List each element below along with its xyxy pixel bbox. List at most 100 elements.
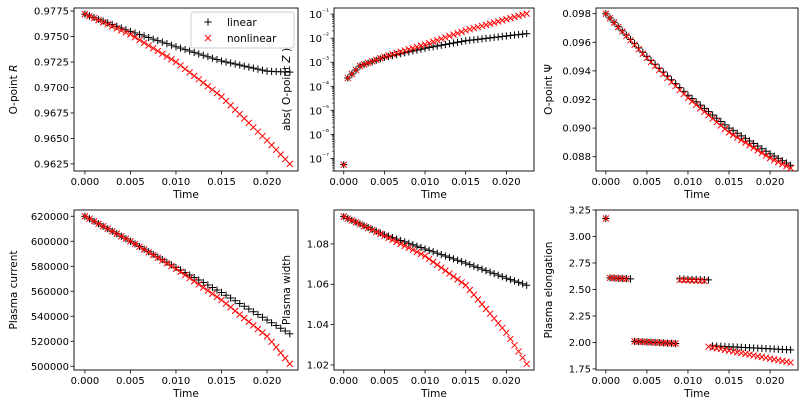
x-marker bbox=[154, 254, 162, 262]
x-marker bbox=[733, 134, 741, 141]
x-marker bbox=[442, 34, 449, 41]
x-marker bbox=[113, 25, 121, 32]
plus-marker bbox=[466, 260, 474, 269]
plus-marker bbox=[204, 53, 212, 61]
plus-marker bbox=[433, 249, 441, 257]
x-marker bbox=[368, 226, 376, 234]
x-marker bbox=[99, 18, 107, 26]
x-tick-label: 0.020 bbox=[253, 376, 282, 387]
plus-marker bbox=[639, 48, 647, 56]
x-marker bbox=[209, 86, 216, 94]
x-marker bbox=[122, 235, 130, 243]
y-tick-label: 560000 bbox=[31, 287, 69, 298]
x-marker bbox=[602, 215, 610, 222]
x-marker bbox=[409, 44, 417, 52]
x-marker bbox=[99, 222, 107, 230]
plus-marker bbox=[240, 62, 248, 70]
y-tick-label: 2.00 bbox=[569, 338, 591, 349]
x-marker bbox=[163, 53, 171, 60]
plus-marker bbox=[630, 40, 639, 48]
x-marker bbox=[86, 215, 93, 223]
plus-marker bbox=[437, 41, 445, 49]
x-marker bbox=[417, 250, 425, 258]
x-tick-label: 0.005 bbox=[633, 376, 662, 387]
y-tick-label: 0.9700 bbox=[34, 83, 69, 94]
x-marker bbox=[113, 230, 121, 238]
x-marker bbox=[511, 341, 518, 349]
x-marker bbox=[437, 264, 445, 272]
y-tick-label: 0.9725 bbox=[34, 57, 69, 68]
plus-marker bbox=[277, 324, 285, 332]
x-marker bbox=[478, 22, 486, 30]
series-nonlinear bbox=[81, 10, 294, 168]
y-tick-label: 600000 bbox=[31, 237, 69, 248]
x-marker bbox=[245, 318, 253, 326]
plus-marker bbox=[470, 262, 478, 270]
x-marker bbox=[104, 225, 112, 233]
plus-marker bbox=[405, 239, 413, 247]
plus-marker bbox=[441, 252, 449, 260]
y-tick-label: 10⁻⁶ bbox=[309, 127, 329, 141]
x-marker bbox=[240, 314, 248, 322]
x-marker bbox=[429, 258, 437, 266]
plus-marker bbox=[388, 51, 397, 60]
x-marker bbox=[177, 62, 184, 69]
y-axis-label: O-point R bbox=[8, 65, 20, 115]
x-marker bbox=[340, 213, 348, 221]
x-marker bbox=[511, 13, 518, 21]
x-tick-label: 0.000 bbox=[71, 177, 100, 188]
x-marker bbox=[181, 271, 189, 279]
x-marker bbox=[421, 252, 429, 260]
plus-marker bbox=[213, 55, 221, 64]
subplot-5: 0.000 0.005 0.010 0.015 0.020 1.02 1.04 1.06 1.0… bbox=[281, 209, 535, 400]
x-marker bbox=[158, 50, 166, 58]
x-marker bbox=[136, 36, 143, 44]
x-marker bbox=[437, 35, 445, 43]
x-marker bbox=[397, 48, 405, 56]
x-marker bbox=[458, 278, 465, 286]
x-marker bbox=[286, 360, 294, 368]
x-marker bbox=[490, 19, 498, 26]
plus-marker bbox=[643, 53, 651, 61]
plus-marker bbox=[700, 104, 708, 112]
plus-marker bbox=[384, 232, 393, 240]
plus-marker bbox=[713, 114, 721, 122]
x-axis-label: Time bbox=[172, 189, 199, 201]
plus-marker bbox=[421, 44, 429, 52]
plus-marker bbox=[502, 274, 510, 282]
x-marker bbox=[186, 274, 193, 282]
x-marker bbox=[204, 34, 212, 42]
x-marker bbox=[701, 277, 708, 285]
x-marker bbox=[474, 23, 482, 31]
x-marker bbox=[190, 72, 198, 80]
x-marker bbox=[81, 212, 89, 220]
plus-marker bbox=[453, 38, 462, 46]
plus-marker bbox=[458, 258, 466, 266]
x-marker bbox=[750, 144, 758, 152]
x-marker bbox=[281, 354, 289, 362]
plus-marker bbox=[441, 40, 449, 49]
x-axis-label: Time bbox=[172, 388, 199, 400]
plus-marker bbox=[647, 56, 655, 65]
x-marker bbox=[209, 290, 216, 298]
x-marker bbox=[486, 20, 494, 28]
x-marker bbox=[783, 162, 790, 170]
x-marker bbox=[364, 224, 372, 232]
x-marker bbox=[168, 55, 175, 63]
plus-marker bbox=[445, 253, 454, 262]
axes-frame bbox=[333, 7, 535, 172]
x-marker bbox=[405, 45, 413, 53]
x-tick-label: 0.020 bbox=[492, 376, 521, 387]
x-marker bbox=[503, 329, 510, 337]
x-marker bbox=[401, 242, 409, 250]
x-tick-label: 0.010 bbox=[674, 177, 703, 188]
y-tick-label: 2.75 bbox=[569, 258, 591, 269]
x-marker bbox=[356, 62, 364, 70]
plus-marker bbox=[213, 286, 221, 294]
x-marker bbox=[462, 27, 470, 34]
plus-marker bbox=[413, 242, 421, 250]
y-tick-label: 10⁻³ bbox=[309, 55, 329, 69]
plus-marker bbox=[721, 121, 729, 129]
y-tick-label: 3.25 bbox=[569, 206, 591, 217]
plus-marker bbox=[704, 108, 713, 116]
